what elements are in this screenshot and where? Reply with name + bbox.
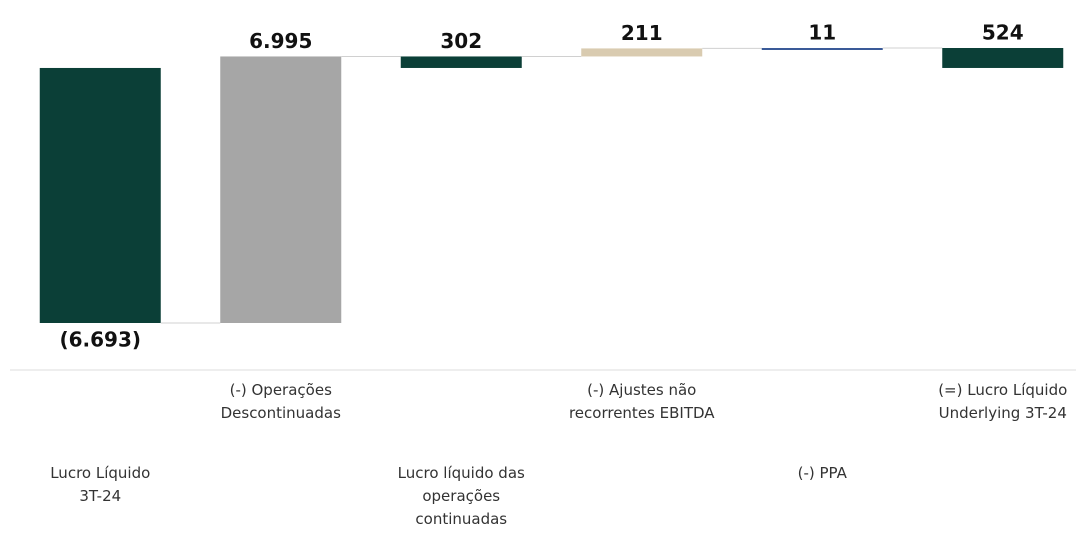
bar <box>39 67 161 324</box>
category-label: (=) Lucro Líquido Underlying 3T-24 <box>938 381 1068 422</box>
bar <box>581 48 703 57</box>
bar <box>400 56 522 68</box>
bar <box>761 48 883 50</box>
category-label: (-) PPA <box>797 464 847 482</box>
category-label: (-) Operações Descontinuadas <box>220 381 341 422</box>
category-label: (-) Ajustes não recorrentes EBITDA <box>568 381 715 422</box>
category-label: Lucro líquido das operações continuadas <box>397 464 525 528</box>
value-label: (6.693) <box>59 328 141 352</box>
value-label: 302 <box>440 29 482 53</box>
value-label: 6.995 <box>249 29 312 53</box>
value-label: 11 <box>808 21 836 45</box>
bar <box>220 56 342 323</box>
value-label: 211 <box>621 21 663 45</box>
category-label: Lucro Líquido 3T-24 <box>50 464 151 505</box>
bar <box>942 48 1064 68</box>
value-label: 524 <box>982 21 1024 45</box>
